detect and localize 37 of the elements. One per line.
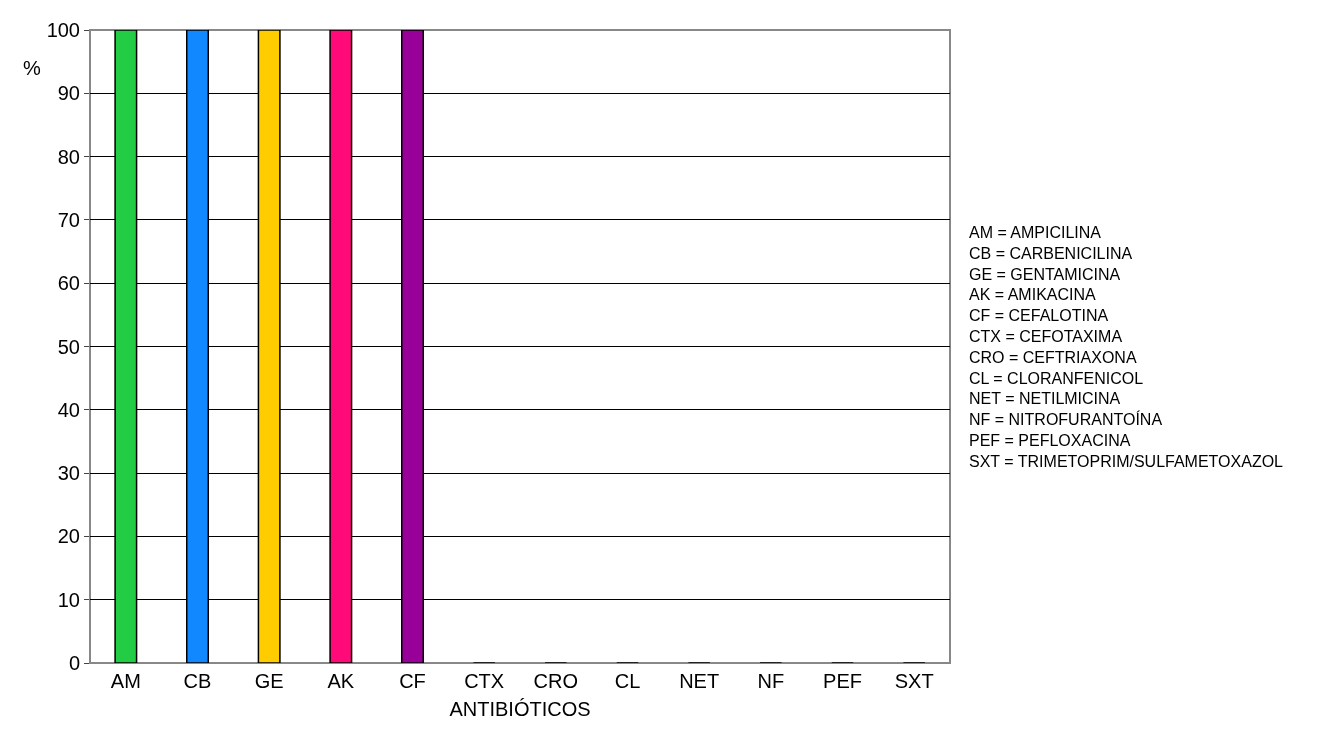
text: CF = CEFALOTINA: [969, 307, 1109, 325]
x-tick-label: AK: [327, 670, 355, 692]
text: CTX = CEFOTAXIMA: [969, 328, 1123, 345]
x-axis-title: ANTIBIÓTICOS: [449, 697, 591, 720]
text: CB = CARBENICILINA: [969, 244, 1133, 262]
y-tick-label: 80: [57, 145, 80, 168]
text: PEF = PEFLOXACINA: [969, 432, 1131, 449]
text: NF = NITROFURANTOÍNA: [969, 410, 1163, 429]
x-tick-label: AM: [110, 670, 141, 692]
text: CL = CLORANFENICOL: [969, 369, 1144, 387]
x-tick-label: SXT: [894, 670, 934, 692]
y-tick-label: 40: [57, 398, 80, 421]
y-tick-label: 70: [57, 208, 80, 231]
y-tick-label: 90: [57, 82, 80, 105]
y-tick-label: 30: [57, 462, 80, 485]
y-tick-label: 60: [57, 272, 80, 295]
y-tick-label: 100: [46, 19, 80, 41]
y-tick-label: 10: [57, 588, 80, 611]
x-tick-label: PEF: [823, 670, 862, 692]
x-tick-label: NF: [757, 670, 785, 692]
x-tick-label: CF: [399, 670, 426, 692]
y-tick-label: 20: [57, 525, 80, 548]
y-tick-label: 0: [68, 652, 80, 674]
x-tick-label: CTX: [464, 670, 505, 692]
text: NET = NETILMICINA: [969, 390, 1121, 408]
text: GE = GENTAMICINA: [969, 265, 1121, 283]
x-tick-label: CB: [183, 670, 212, 692]
text: AM = AMPICILINA: [969, 224, 1102, 241]
x-tick-label: NET: [679, 670, 720, 692]
x-tick-label: CRO: [533, 670, 579, 692]
text: SXT = TRIMETOPRIM/SULFAMETOXAZOL: [969, 452, 1284, 470]
y-tick-label: 50: [57, 335, 80, 358]
text: AK = AMIKACINA: [969, 286, 1097, 304]
x-tick-label: GE: [254, 670, 284, 692]
x-tick-label: CL: [614, 670, 641, 692]
y-axis-title: %: [23, 57, 41, 79]
text: CRO = CEFTRIAXONA: [969, 348, 1137, 366]
